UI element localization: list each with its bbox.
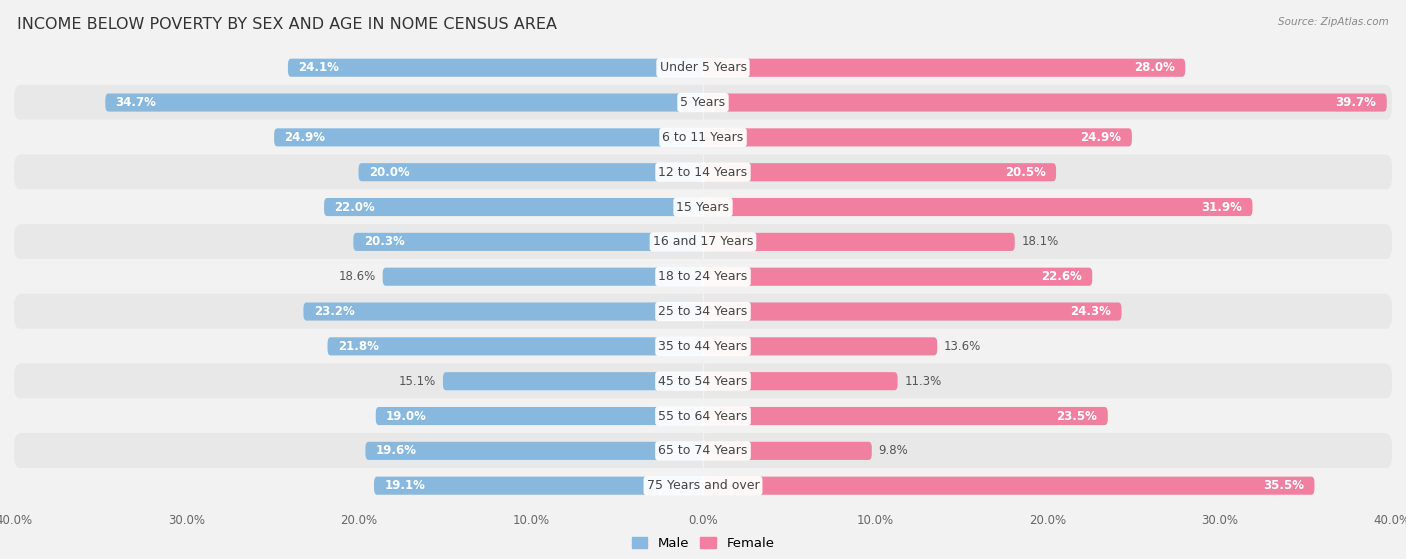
- Text: 16 and 17 Years: 16 and 17 Years: [652, 235, 754, 248]
- Text: 19.0%: 19.0%: [387, 410, 427, 423]
- FancyBboxPatch shape: [375, 407, 703, 425]
- FancyBboxPatch shape: [374, 477, 703, 495]
- FancyBboxPatch shape: [14, 329, 1392, 364]
- FancyBboxPatch shape: [304, 302, 703, 321]
- Text: 24.3%: 24.3%: [1070, 305, 1111, 318]
- Text: 22.0%: 22.0%: [335, 201, 375, 214]
- Text: 20.0%: 20.0%: [368, 165, 409, 179]
- Text: Under 5 Years: Under 5 Years: [659, 61, 747, 74]
- FancyBboxPatch shape: [366, 442, 703, 460]
- Text: 15.1%: 15.1%: [399, 375, 436, 388]
- FancyBboxPatch shape: [703, 59, 1185, 77]
- Text: 35 to 44 Years: 35 to 44 Years: [658, 340, 748, 353]
- Text: 45 to 54 Years: 45 to 54 Years: [658, 375, 748, 388]
- FancyBboxPatch shape: [14, 398, 1392, 434]
- FancyBboxPatch shape: [328, 337, 703, 356]
- Text: INCOME BELOW POVERTY BY SEX AND AGE IN NOME CENSUS AREA: INCOME BELOW POVERTY BY SEX AND AGE IN N…: [17, 17, 557, 32]
- FancyBboxPatch shape: [703, 93, 1386, 112]
- FancyBboxPatch shape: [14, 85, 1392, 120]
- FancyBboxPatch shape: [703, 233, 1015, 251]
- Text: 22.6%: 22.6%: [1040, 270, 1083, 283]
- Text: 24.9%: 24.9%: [284, 131, 325, 144]
- Text: 21.8%: 21.8%: [337, 340, 378, 353]
- Text: 24.9%: 24.9%: [1081, 131, 1122, 144]
- FancyBboxPatch shape: [703, 268, 1092, 286]
- Text: 6 to 11 Years: 6 to 11 Years: [662, 131, 744, 144]
- Text: 34.7%: 34.7%: [115, 96, 156, 109]
- FancyBboxPatch shape: [14, 224, 1392, 259]
- Text: 65 to 74 Years: 65 to 74 Years: [658, 444, 748, 457]
- Text: 18.1%: 18.1%: [1022, 235, 1059, 248]
- Text: 18 to 24 Years: 18 to 24 Years: [658, 270, 748, 283]
- FancyBboxPatch shape: [353, 233, 703, 251]
- Text: 19.6%: 19.6%: [375, 444, 416, 457]
- FancyBboxPatch shape: [14, 50, 1392, 86]
- FancyBboxPatch shape: [703, 129, 1132, 146]
- FancyBboxPatch shape: [14, 468, 1392, 504]
- FancyBboxPatch shape: [703, 337, 938, 356]
- Text: 23.2%: 23.2%: [314, 305, 354, 318]
- FancyBboxPatch shape: [703, 407, 1108, 425]
- FancyBboxPatch shape: [14, 190, 1392, 225]
- FancyBboxPatch shape: [703, 477, 1315, 495]
- Text: 20.3%: 20.3%: [364, 235, 405, 248]
- Text: 35.5%: 35.5%: [1263, 479, 1305, 492]
- Text: 23.5%: 23.5%: [1056, 410, 1098, 423]
- Text: 20.5%: 20.5%: [1005, 165, 1046, 179]
- Text: 28.0%: 28.0%: [1135, 61, 1175, 74]
- Text: 13.6%: 13.6%: [945, 340, 981, 353]
- FancyBboxPatch shape: [14, 120, 1392, 155]
- Text: 75 Years and over: 75 Years and over: [647, 479, 759, 492]
- FancyBboxPatch shape: [274, 129, 703, 146]
- Text: 15 Years: 15 Years: [676, 201, 730, 214]
- Text: 19.1%: 19.1%: [384, 479, 425, 492]
- FancyBboxPatch shape: [443, 372, 703, 390]
- FancyBboxPatch shape: [382, 268, 703, 286]
- FancyBboxPatch shape: [14, 363, 1392, 399]
- Text: 25 to 34 Years: 25 to 34 Years: [658, 305, 748, 318]
- FancyBboxPatch shape: [703, 442, 872, 460]
- FancyBboxPatch shape: [14, 433, 1392, 468]
- Text: 18.6%: 18.6%: [339, 270, 375, 283]
- Text: 5 Years: 5 Years: [681, 96, 725, 109]
- FancyBboxPatch shape: [14, 294, 1392, 329]
- FancyBboxPatch shape: [323, 198, 703, 216]
- Text: 9.8%: 9.8%: [879, 444, 908, 457]
- FancyBboxPatch shape: [105, 93, 703, 112]
- Text: 24.1%: 24.1%: [298, 61, 339, 74]
- Text: 11.3%: 11.3%: [904, 375, 942, 388]
- FancyBboxPatch shape: [703, 198, 1253, 216]
- Text: 39.7%: 39.7%: [1336, 96, 1376, 109]
- FancyBboxPatch shape: [14, 259, 1392, 295]
- Text: Source: ZipAtlas.com: Source: ZipAtlas.com: [1278, 17, 1389, 27]
- FancyBboxPatch shape: [288, 59, 703, 77]
- Legend: Male, Female: Male, Female: [626, 532, 780, 555]
- Text: 12 to 14 Years: 12 to 14 Years: [658, 165, 748, 179]
- Text: 31.9%: 31.9%: [1201, 201, 1241, 214]
- FancyBboxPatch shape: [703, 163, 1056, 181]
- FancyBboxPatch shape: [14, 154, 1392, 190]
- FancyBboxPatch shape: [359, 163, 703, 181]
- FancyBboxPatch shape: [703, 372, 897, 390]
- Text: 55 to 64 Years: 55 to 64 Years: [658, 410, 748, 423]
- FancyBboxPatch shape: [703, 302, 1122, 321]
